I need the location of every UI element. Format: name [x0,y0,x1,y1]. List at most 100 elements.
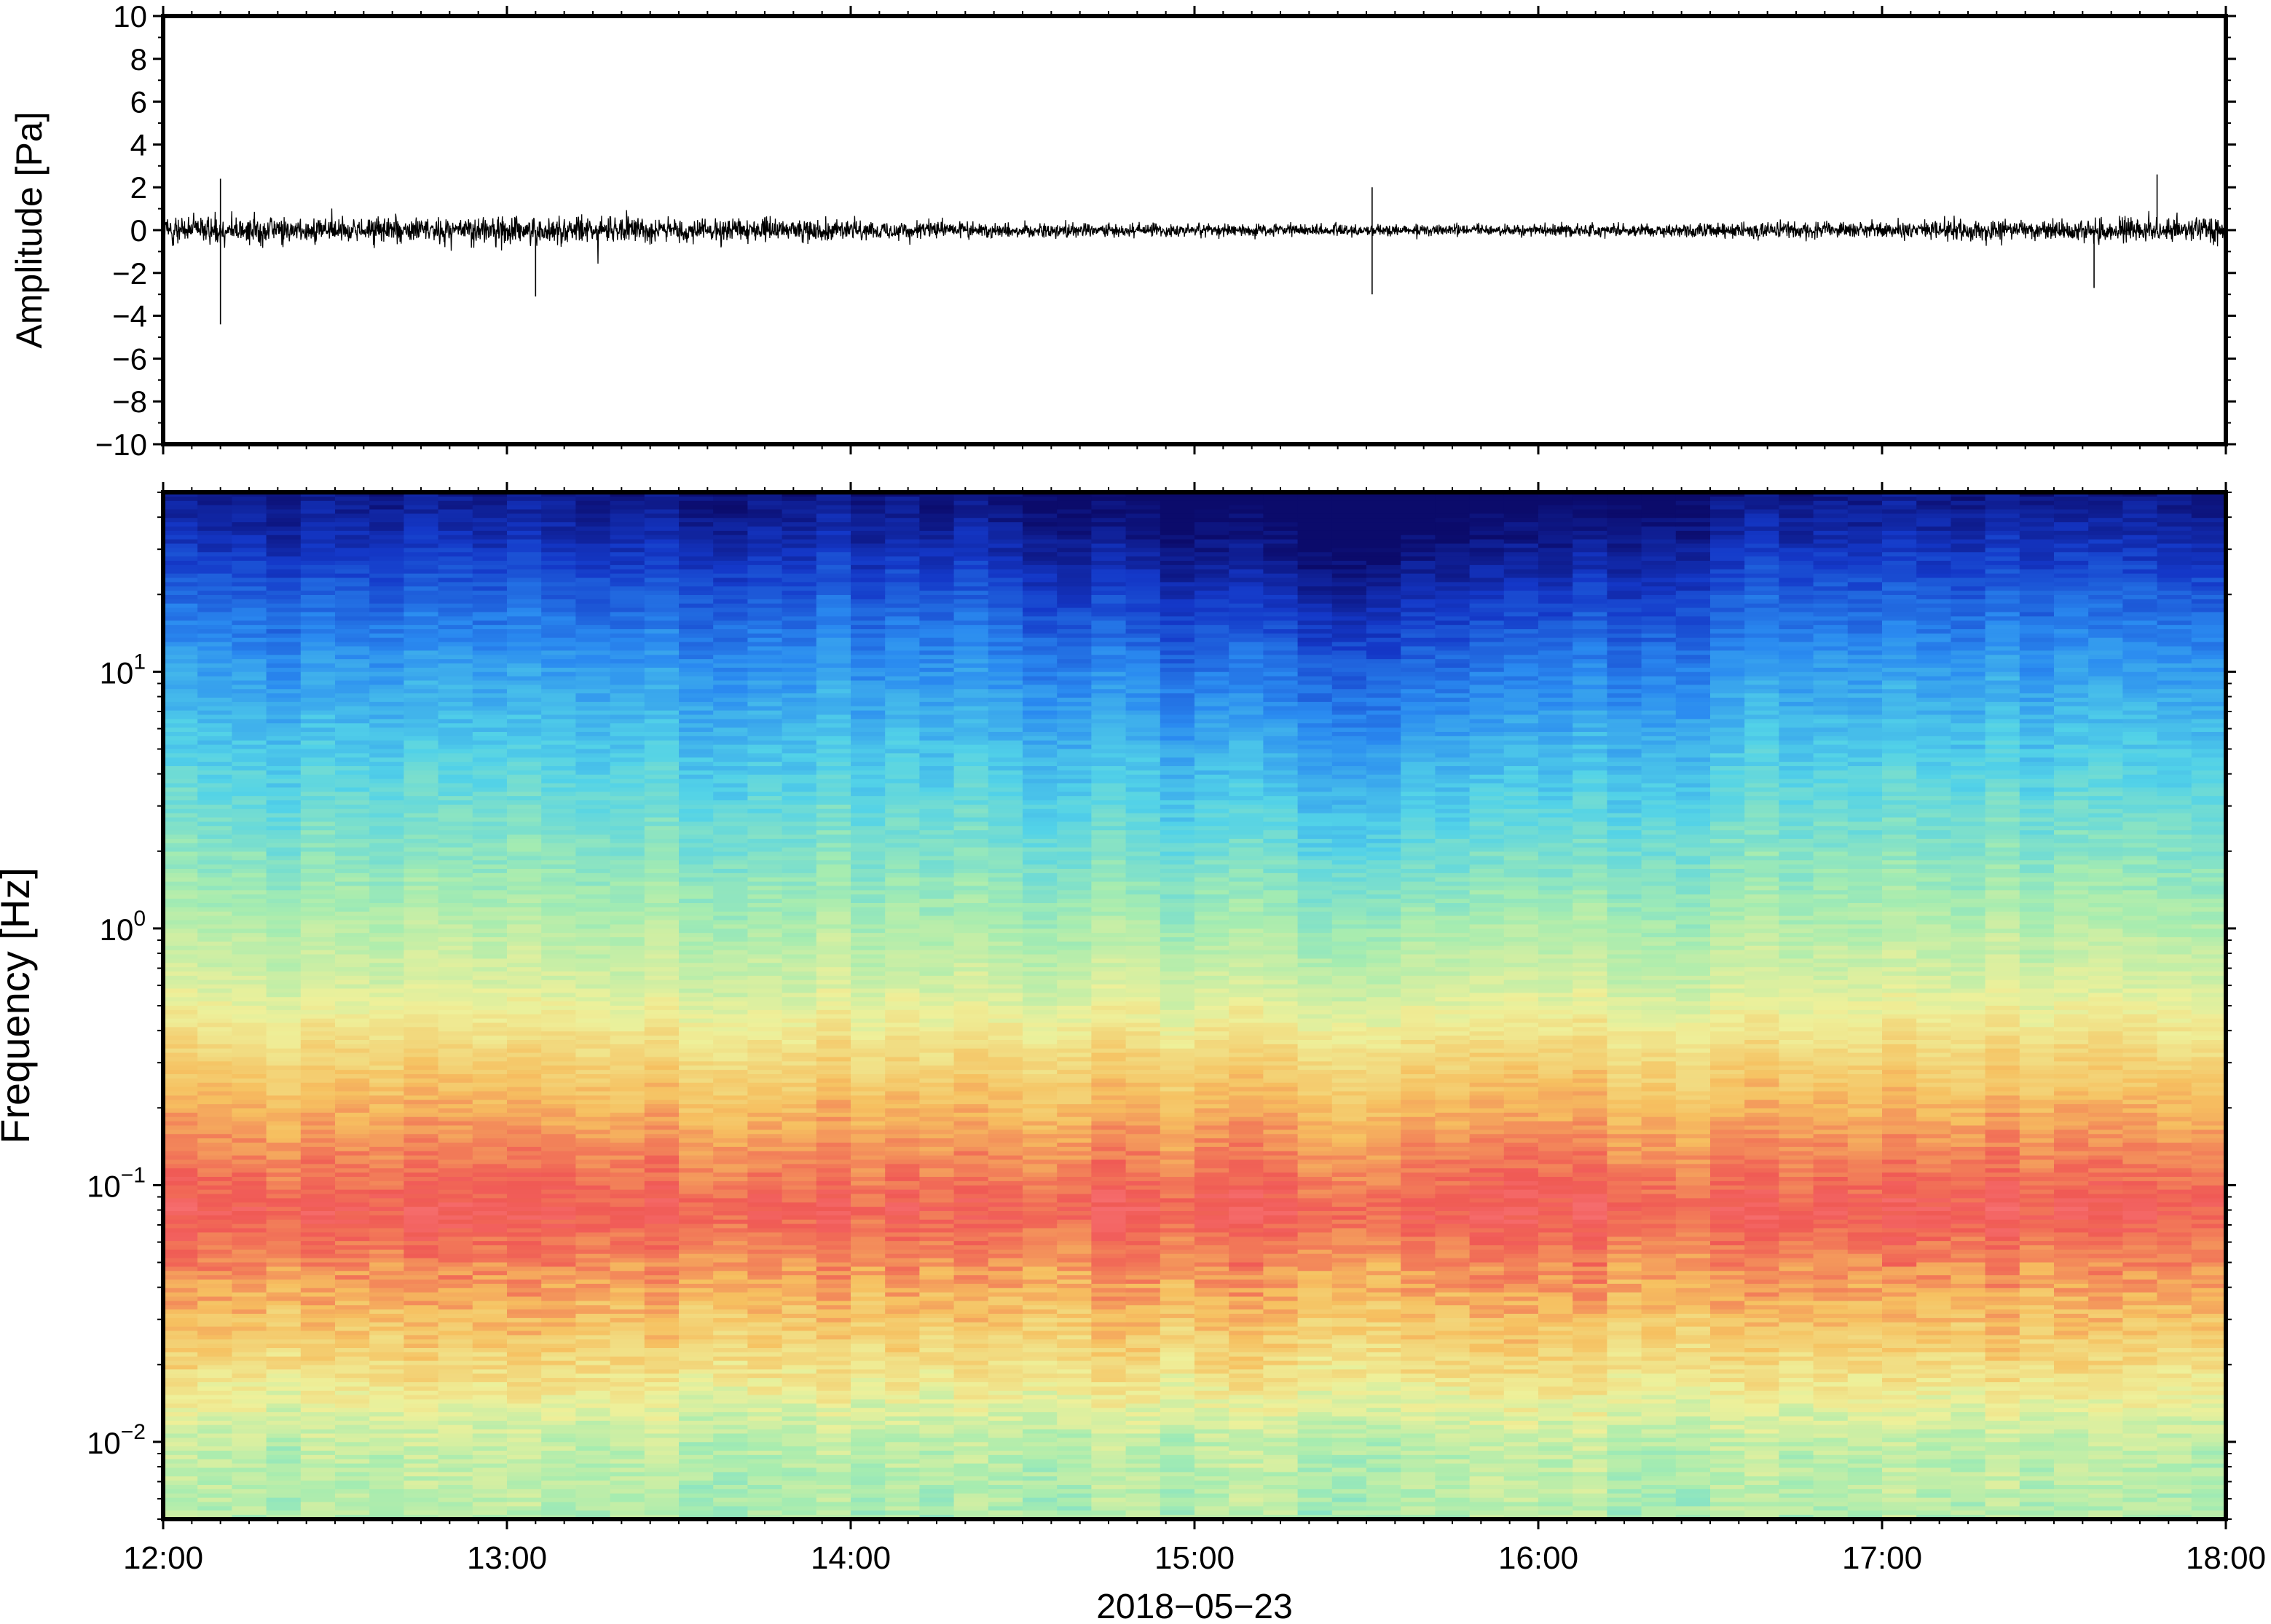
heatmap-cell [507,744,542,750]
heatmap-cell [782,770,817,776]
heatmap-cell [163,929,198,934]
heatmap-cell [816,595,851,600]
heatmap-cell [163,637,198,643]
heatmap-cell [816,1155,851,1161]
heatmap-cell [575,1288,611,1293]
heatmap-cell [197,1189,233,1195]
heatmap-cell [369,1151,405,1156]
heatmap-cell [472,1283,508,1289]
amplitude-tick-label: 8 [130,42,147,76]
heatmap-cell [575,907,611,912]
heatmap-cell [747,1472,783,1478]
heatmap-cell [679,671,714,677]
heatmap-cell [163,513,198,519]
heatmap-cell [541,826,577,831]
heatmap-cell [472,616,508,622]
heatmap-cell [782,620,817,626]
heatmap-cell [816,527,851,532]
heatmap-cell [713,1172,749,1178]
heatmap-cell [438,860,473,865]
heatmap-cell [575,1317,611,1323]
heatmap-cell [163,582,198,588]
heatmap-cell [369,920,405,926]
heatmap-cell [575,706,611,712]
heatmap-cell [300,714,336,720]
heatmap-cell [163,1412,198,1417]
heatmap-cell [266,920,302,926]
heatmap-cell [197,1078,233,1084]
heatmap-cell [713,671,749,677]
heatmap-cell [197,1446,233,1451]
heatmap-cell [713,1305,749,1310]
heatmap-cell [644,826,680,831]
heatmap-cell [369,659,405,664]
heatmap-cell [232,770,267,776]
heatmap-cell [679,958,714,964]
heatmap-cell [438,591,473,596]
heatmap-cell [335,1262,370,1268]
heatmap-cell [163,1070,198,1075]
heatmap-cell [644,552,680,557]
heatmap-cell [163,710,198,716]
heatmap-cell [575,1373,611,1379]
heatmap-cell [369,1164,405,1170]
heatmap-cell [782,1036,817,1041]
heatmap-cell [438,1040,473,1045]
heatmap-cell [610,753,645,759]
heatmap-cell [507,1044,542,1049]
heatmap-cell [575,1472,611,1478]
heatmap-cell [747,633,783,639]
heatmap-cell [472,685,508,690]
heatmap-cell [713,1044,749,1049]
heatmap-cell [335,753,370,759]
heatmap-cell [713,1408,749,1413]
heatmap-cell [197,1485,233,1490]
heatmap-cell [541,869,577,874]
heatmap-cell [541,1305,577,1310]
heatmap-cell [369,1369,405,1375]
heatmap-cell [197,945,233,951]
heatmap-cell [782,744,817,750]
heatmap-cell [541,530,577,536]
heatmap-cell [197,744,233,750]
heatmap-cell [747,766,783,771]
heatmap-cell [644,762,680,767]
heatmap-cell [782,1194,817,1199]
heatmap-cell [610,1416,645,1422]
heatmap-cell [335,894,370,899]
heatmap-cell [232,1506,267,1512]
heatmap-cell [541,1408,577,1413]
heatmap-cell [369,530,405,536]
heatmap-cell [163,804,198,810]
heatmap-cell [507,899,542,904]
heatmap-cell [404,753,439,759]
heatmap-cell [438,509,473,515]
heatmap-cell [197,1048,233,1054]
heatmap-cell [575,1438,611,1443]
heatmap-cell [438,1108,473,1113]
heatmap-cell [472,676,508,682]
heatmap-cell [232,1121,267,1127]
heatmap-cell [816,706,851,712]
heatmap-cell [197,1365,233,1371]
heatmap-cell [369,509,405,515]
heatmap-cell [541,1027,577,1033]
heatmap-cell [232,564,267,570]
heatmap-cell [438,847,473,853]
heatmap-cell [644,535,680,540]
heatmap-cell [163,872,198,878]
heatmap-cell [541,830,577,835]
heatmap-cell [816,1121,851,1127]
heatmap-cell [541,1211,577,1216]
heatmap-cell [438,792,473,797]
amplitude-tick-label: −6 [112,342,147,376]
heatmap-cell [472,808,508,814]
heatmap-cell [335,723,370,728]
heatmap-cell [404,1314,439,1319]
heatmap-cell [197,792,233,797]
heatmap-cell [266,1472,302,1478]
heatmap-cell [747,1215,783,1221]
heatmap-cell [679,856,714,862]
heatmap-cell [679,1121,714,1127]
heatmap-cell [507,1472,542,1478]
